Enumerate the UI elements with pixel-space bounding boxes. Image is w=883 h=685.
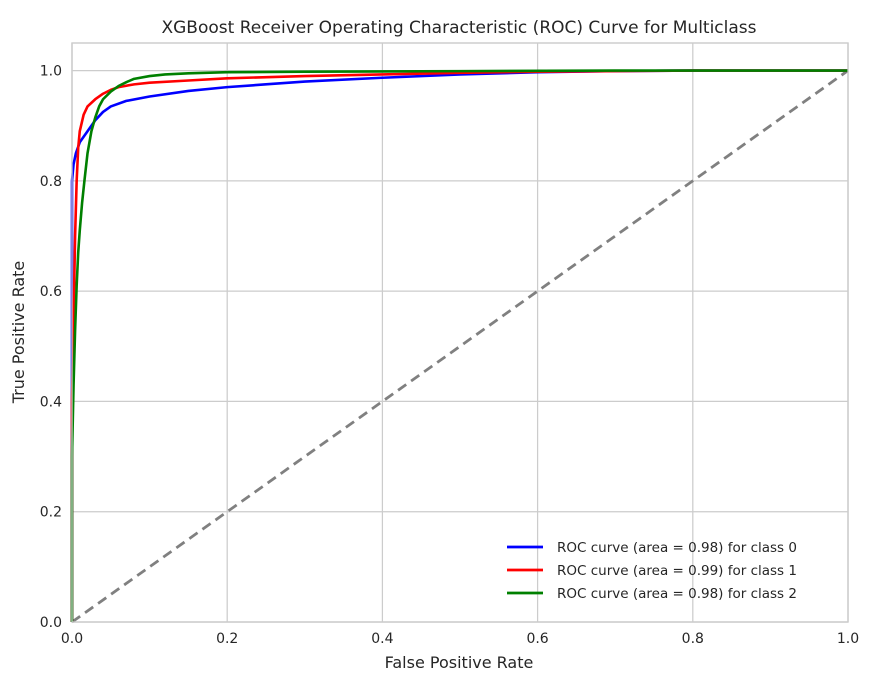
x-tick-label: 0.6 [526, 631, 548, 647]
y-tick-label: 0.2 [40, 505, 62, 521]
legend-label: ROC curve (area = 0.99) for class 1 [557, 563, 797, 579]
x-tick-label: 1.0 [837, 631, 859, 647]
x-axis-ticks: 0.0 0.2 0.4 0.6 0.8 1.0 [61, 631, 859, 647]
series-layer [70, 69, 849, 624]
roc-series-line-class-1 [70, 69, 848, 622]
plot-area [70, 42, 849, 624]
legend: ROC curve (area = 0.98) for class 0 ROC c… [507, 540, 797, 602]
x-tick-label: 0.0 [61, 631, 83, 647]
plot-frame [71, 42, 849, 623]
y-tick-label: 0.4 [40, 394, 62, 410]
x-tick-label: 0.8 [682, 631, 704, 647]
x-axis-label: False Positive Rate [385, 653, 534, 672]
chance-diagonal-line [71, 69, 849, 624]
gridlines [71, 43, 849, 623]
roc-series-line-class-2 [70, 69, 848, 622]
x-tick-label: 0.4 [371, 631, 393, 647]
legend-label: ROC curve (area = 0.98) for class 2 [557, 586, 797, 602]
y-tick-label: 0.8 [40, 174, 62, 190]
y-tick-label: 0.6 [40, 284, 62, 300]
legend-label: ROC curve (area = 0.98) for class 0 [557, 540, 797, 556]
y-axis-ticks: 0.0 0.2 0.4 0.6 0.8 1.0 [40, 64, 62, 631]
chart-title: XGBoost Receiver Operating Characteristi… [161, 18, 756, 38]
x-tick-label: 0.2 [216, 631, 238, 647]
plot-background [71, 42, 849, 623]
y-tick-label: 1.0 [40, 64, 62, 80]
y-tick-label: 0.0 [40, 615, 62, 631]
y-axis-label: True Positive Rate [9, 261, 28, 405]
